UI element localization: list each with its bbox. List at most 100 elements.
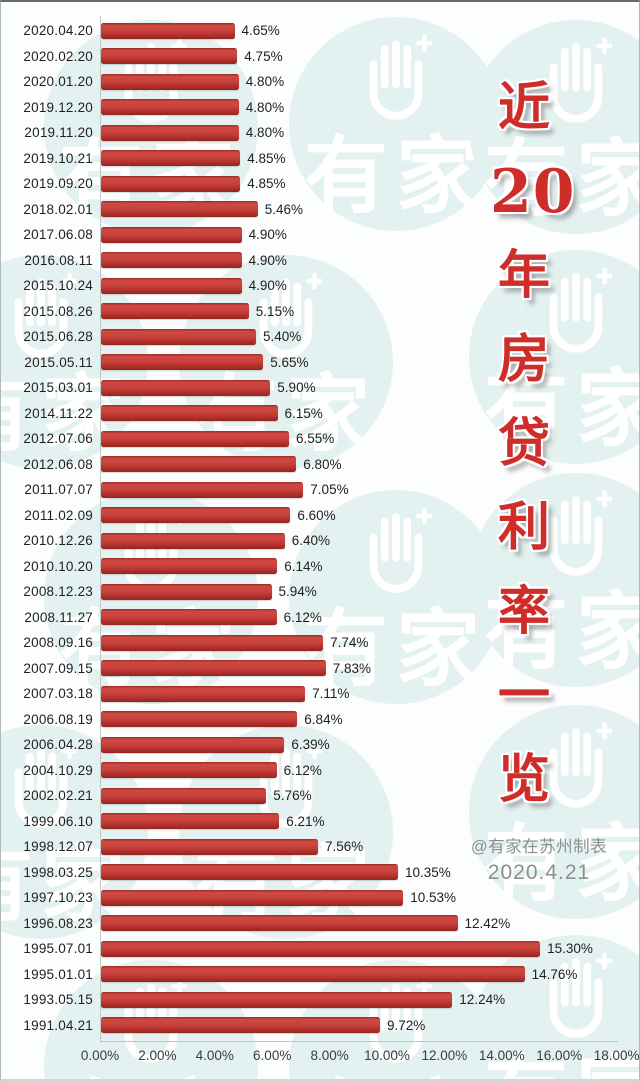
value-label: 5.76% <box>273 788 312 804</box>
value-label: 14.76% <box>531 966 578 982</box>
date-label: 2008.09.16 <box>23 635 93 651</box>
value-label: 6.14% <box>284 558 323 574</box>
chart-row: 2008.11.27 6.12% <box>1 605 639 631</box>
value-label: 4.85% <box>247 150 286 166</box>
attribution-date: 2020.4.21 <box>487 861 591 884</box>
chart-row: 2015.05.11 5.65% <box>1 350 639 376</box>
rate-bar <box>101 583 272 600</box>
date-label: 2007.09.15 <box>23 660 93 676</box>
date-label: 2020.01.20 <box>23 74 93 90</box>
chart-row: 1995.07.01 15.30% <box>1 936 639 962</box>
date-label: 2004.10.29 <box>23 762 93 778</box>
date-label: 1998.03.25 <box>23 864 93 880</box>
chart-row: 2012.06.08 6.80% <box>1 452 639 478</box>
date-label: 2019.10.21 <box>23 150 93 166</box>
watermark-logo <box>540 721 613 820</box>
date-label: 1996.08.23 <box>23 915 93 931</box>
value-label: 15.30% <box>547 941 593 957</box>
chart-row: 2019.10.21 4.85% <box>1 146 639 172</box>
x-axis-tick: 16.00% <box>536 1048 583 1063</box>
value-label: 4.65% <box>241 23 280 39</box>
watermark-logo <box>540 266 613 365</box>
rate-bar <box>101 736 285 753</box>
date-label: 2014.11.22 <box>24 405 93 421</box>
rate-bar <box>101 252 242 269</box>
chart-row: 2006.04.28 6.39% <box>1 732 639 758</box>
value-label: 6.21% <box>286 813 325 829</box>
value-label: 5.40% <box>263 329 302 345</box>
chart-row: 2017.06.08 4.90% <box>1 222 639 248</box>
rate-bar <box>101 354 264 371</box>
date-label: 2019.12.20 <box>23 99 93 115</box>
value-label: 6.40% <box>291 533 330 549</box>
rate-bar <box>101 966 525 983</box>
rate-bar <box>101 915 458 932</box>
watermark-logo <box>5 741 78 840</box>
date-label: 2020.02.20 <box>23 48 93 64</box>
date-label: 2010.10.20 <box>23 558 93 574</box>
x-axis-tick: 10.00% <box>364 1048 410 1063</box>
rate-bar <box>101 558 278 575</box>
rate-bar <box>101 22 235 39</box>
rate-bar <box>101 124 239 141</box>
date-label: 2002.02.21 <box>23 788 93 804</box>
date-label: 2015.06.28 <box>23 329 93 345</box>
youjia-hand-logo-icon <box>549 490 613 576</box>
chart-row: 2020.01.20 4.80% <box>1 69 639 95</box>
watermark-logo <box>540 36 613 135</box>
date-label: 2006.08.19 <box>23 711 93 727</box>
chart-row: 2019.12.20 4.80% <box>1 95 639 121</box>
date-label: 1993.05.15 <box>23 992 93 1008</box>
chart-title-vertical: 近 20 年房贷利率一览 <box>490 66 575 822</box>
x-axis-tick: 4.00% <box>195 1048 234 1063</box>
bar-chart-rows: 2020.04.20 4.65% 2020.02.20 4.75% 2020.01.20… <box>1 18 639 1038</box>
rate-bar <box>101 150 241 167</box>
chart-row: 1997.10.23 10.53% <box>1 885 639 911</box>
chart-row: 2011.07.07 7.05% <box>1 477 639 503</box>
y-axis-line <box>100 16 101 1041</box>
watermark-brand-text: 有家 <box>484 1052 639 1079</box>
date-label: 1995.07.01 <box>23 941 93 957</box>
rate-bar <box>101 328 256 345</box>
rate-bar <box>101 1017 380 1034</box>
watermark-logo <box>360 506 433 605</box>
rate-bar <box>101 481 304 498</box>
youjia-hand-logo-icon <box>259 272 323 358</box>
chart-row: 2015.06.28 5.40% <box>1 324 639 350</box>
value-label: 10.35% <box>405 864 451 880</box>
watermark-circle: 有家 <box>469 20 639 234</box>
watermark-brand-text: 有家 <box>483 817 639 911</box>
watermark-brand-text: 有家 <box>303 129 488 223</box>
date-label: 1998.12.07 <box>23 839 93 855</box>
chart-row: 2010.12.26 6.40% <box>1 528 639 554</box>
value-label: 6.55% <box>296 431 335 447</box>
chart-row: 1991.04.21 9.72% <box>1 1013 639 1039</box>
watermark-brand-text: 有家 <box>483 362 639 456</box>
rate-bar <box>101 864 398 881</box>
value-label: 6.84% <box>304 711 343 727</box>
value-label: 5.90% <box>277 380 316 396</box>
x-axis-tick: 14.00% <box>478 1048 525 1063</box>
x-axis: 0.00% 2.00% 4.00% 6.00% 8.00% 10.00% 12.00% 14.… <box>1 1048 639 1066</box>
date-label: 2008.12.23 <box>23 584 93 600</box>
attribution: @有家在苏州制表 2020.4.21 <box>453 833 625 885</box>
watermark-brand-text: 有家 <box>303 602 488 696</box>
title-char: 一 <box>497 665 550 726</box>
chart-row: 2002.02.21 5.76% <box>1 783 639 809</box>
date-label: 2006.04.28 <box>23 737 93 753</box>
value-label: 5.15% <box>255 303 295 319</box>
rate-bar <box>101 507 291 524</box>
youjia-hand-logo-icon <box>14 272 78 358</box>
value-label: 4.90% <box>248 227 287 243</box>
watermark-circle: 有家 <box>469 250 639 464</box>
date-label: 2010.12.26 <box>23 533 93 549</box>
youjia-hand-logo-icon <box>369 34 433 120</box>
chart-row: 2015.10.24 4.90% <box>1 273 639 299</box>
watermark-brand-text: 有家 <box>483 132 639 226</box>
chart-row: 1999.06.10 6.21% <box>1 809 639 835</box>
rate-bar <box>101 634 324 651</box>
watermark-circle: 有家 <box>469 705 639 919</box>
rate-bar <box>101 787 267 804</box>
value-label: 4.75% <box>244 48 283 64</box>
